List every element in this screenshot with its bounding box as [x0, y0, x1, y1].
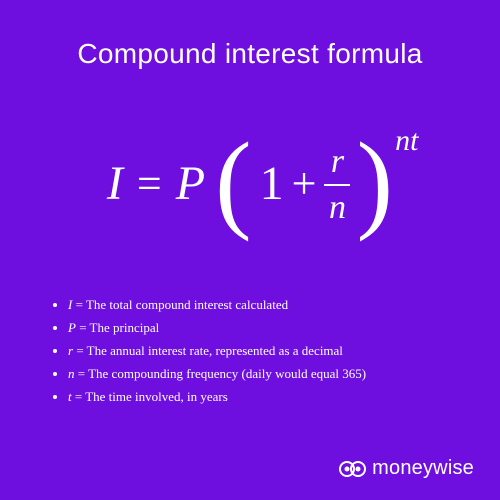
legend-item: r = The annual interest rate, represente… — [68, 340, 466, 362]
formula: I = P ( 1 + r n ) nt — [34, 128, 466, 238]
left-paren: ( — [215, 126, 252, 236]
legend: I = The total compound interest calculat… — [44, 294, 466, 408]
exponent-nt: nt — [395, 124, 418, 158]
page-title: Compound interest formula — [34, 38, 466, 70]
legend-item: n = The compounding frequency (daily wou… — [68, 363, 466, 385]
plus-sign: + — [292, 158, 317, 209]
const-one: 1 — [260, 156, 284, 211]
fraction-numerator: r — [327, 144, 348, 180]
var-I: I — [107, 156, 123, 211]
var-P: P — [176, 156, 205, 211]
right-paren-group: ) nt — [356, 128, 393, 238]
equals-sign: = — [137, 158, 162, 209]
legend-item: P = The principal — [68, 317, 466, 339]
right-paren: ) — [356, 120, 393, 242]
brand-logo: moneywise — [339, 457, 474, 480]
legend-item: I = The total compound interest calculat… — [68, 294, 466, 316]
fraction-r-over-n: r n — [324, 144, 350, 225]
fraction-bar — [324, 184, 350, 186]
brand-name: moneywise — [372, 457, 474, 480]
fraction-denominator: n — [325, 190, 350, 226]
brand-coins-icon — [339, 461, 366, 477]
legend-item: t = The time involved, in years — [68, 386, 466, 408]
